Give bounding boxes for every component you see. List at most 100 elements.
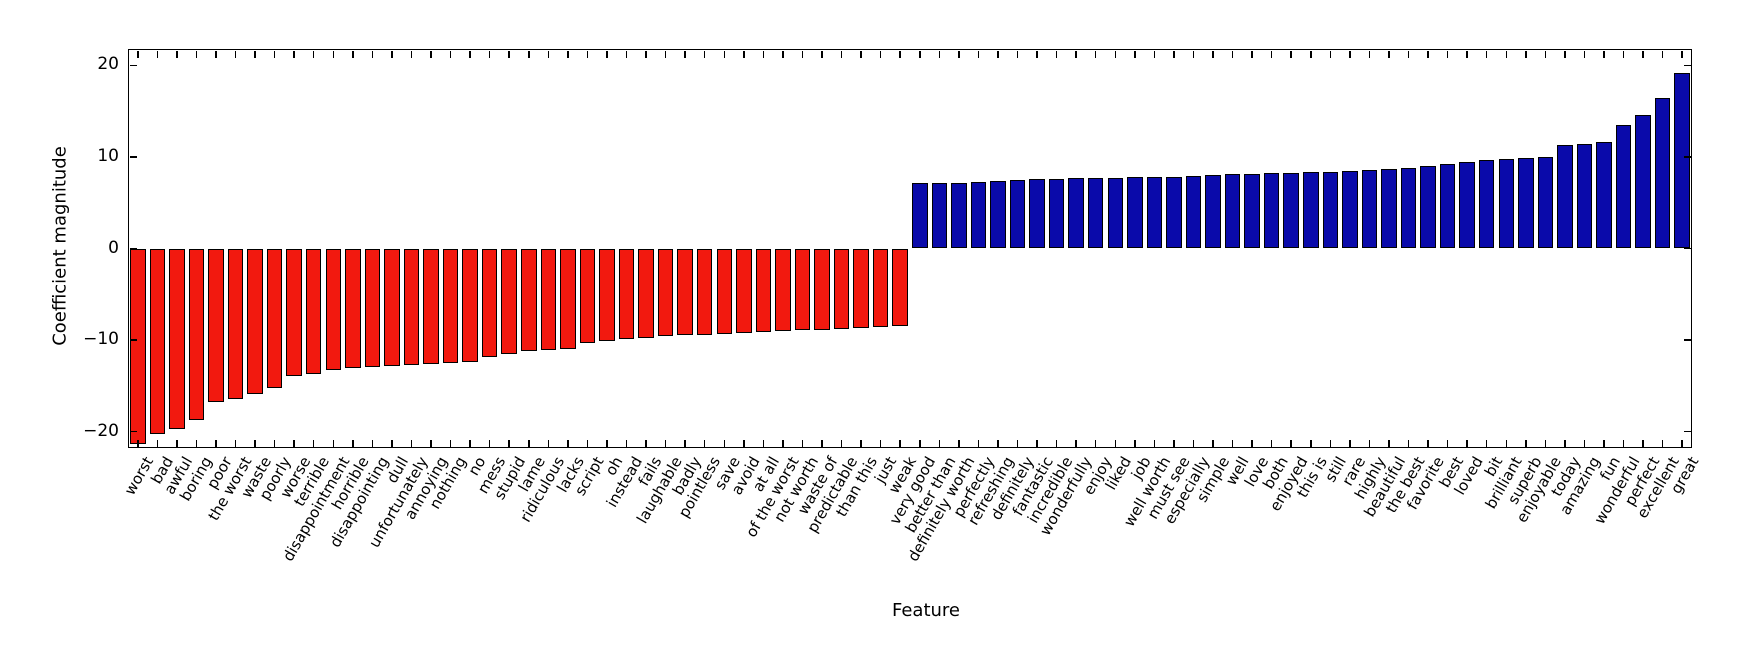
x-tick-top	[1310, 50, 1312, 58]
bar-dull	[384, 248, 400, 366]
x-tick-top	[1642, 50, 1644, 58]
x-tick	[919, 439, 921, 447]
bar-worse	[286, 248, 302, 376]
bar-laughable	[657, 248, 674, 337]
x-tick-top	[1329, 50, 1332, 58]
x-tick	[176, 439, 178, 447]
x-tick	[1446, 439, 1449, 447]
bar-loved	[1459, 162, 1475, 249]
x-tick	[1173, 439, 1175, 447]
bar-incredible	[1048, 178, 1065, 249]
x-tick-top	[1485, 50, 1488, 58]
x-tick-top	[137, 50, 139, 58]
x-tick-top	[1075, 50, 1077, 58]
x-tick	[1055, 439, 1058, 447]
bar-this-is	[1303, 171, 1319, 249]
bar-lacks	[560, 248, 576, 350]
x-tick-top	[1153, 50, 1156, 58]
x-tick-top	[508, 50, 510, 58]
bar-best	[1439, 164, 1456, 249]
bar-bad	[149, 248, 166, 435]
x-tick-top	[899, 50, 901, 58]
x-tick-top	[586, 50, 589, 58]
x-tick	[156, 439, 159, 447]
x-tick	[567, 439, 569, 447]
bar-stupid	[501, 248, 517, 354]
x-tick	[645, 439, 647, 447]
x-tick	[1094, 439, 1097, 447]
x-tick	[664, 439, 667, 447]
x-tick-top	[1681, 50, 1683, 58]
bar-perfectly	[970, 181, 987, 249]
x-tick-top	[391, 50, 393, 58]
bar-awful	[169, 248, 185, 429]
x-tick	[430, 439, 432, 447]
x-tick	[1485, 439, 1488, 447]
y-tick-right	[1683, 430, 1691, 433]
x-tick	[293, 439, 295, 447]
x-tick-top	[430, 50, 432, 58]
y-tick-right	[1683, 339, 1691, 341]
x-tick-top	[762, 50, 765, 58]
bar-must-see	[1166, 177, 1182, 249]
x-tick	[1544, 439, 1547, 447]
x-tick-top	[1349, 50, 1351, 58]
x-tick	[782, 439, 784, 447]
x-tick	[762, 439, 765, 447]
x-tick	[938, 439, 941, 447]
x-tick	[1192, 439, 1195, 447]
x-tick-top	[488, 50, 491, 58]
x-tick	[332, 439, 335, 447]
x-tick-top	[1016, 50, 1019, 58]
x-tick	[1525, 439, 1527, 447]
bar-oh	[599, 248, 615, 341]
x-tick-top	[293, 50, 295, 58]
x-tick	[1251, 439, 1253, 447]
x-tick-top	[645, 50, 647, 58]
bar-no	[462, 248, 478, 362]
y-tick-left	[129, 430, 137, 433]
bar-bit	[1478, 159, 1495, 249]
y-tick-right	[1683, 156, 1691, 158]
x-tick-top	[1603, 50, 1605, 58]
bar-nothing	[442, 248, 459, 363]
x-tick-top	[1466, 50, 1468, 58]
x-tick-top	[1427, 50, 1429, 58]
bar-waste	[247, 248, 263, 394]
x-tick	[352, 439, 354, 447]
x-tick-top	[215, 50, 217, 58]
y-tick-left	[129, 156, 137, 158]
x-tick-top	[176, 50, 178, 58]
x-tick-top	[625, 50, 628, 58]
x-tick-top	[332, 50, 335, 58]
x-tick-top	[723, 50, 726, 58]
x-tick-top	[1544, 50, 1547, 58]
bar-job	[1127, 177, 1143, 249]
x-tick-top	[1114, 50, 1117, 58]
x-tick-top	[1446, 50, 1449, 58]
bar-perfect	[1635, 114, 1651, 249]
x-tick-top	[1270, 50, 1273, 58]
x-tick-top	[1036, 50, 1038, 58]
plot-area	[128, 49, 1692, 448]
bar-especially	[1185, 176, 1202, 249]
x-tick-top	[312, 50, 315, 58]
bar-wonderfully	[1068, 178, 1084, 249]
x-tick	[1290, 439, 1292, 447]
x-tick	[1212, 439, 1214, 447]
x-tick	[821, 439, 823, 447]
x-axis-label: Feature	[891, 600, 961, 621]
bar-liked	[1107, 178, 1124, 249]
x-tick	[1661, 439, 1664, 447]
bar-horrible	[345, 248, 361, 369]
x-tick-top	[273, 50, 276, 58]
x-tick-top	[195, 50, 198, 58]
x-tick	[1231, 439, 1234, 447]
bar-just	[872, 248, 889, 328]
x-tick	[1622, 439, 1625, 447]
x-tick-top	[1525, 50, 1527, 58]
bar-predictable	[833, 248, 850, 330]
x-tick	[508, 439, 510, 447]
x-tick	[449, 439, 452, 447]
bar-badly	[677, 248, 693, 336]
